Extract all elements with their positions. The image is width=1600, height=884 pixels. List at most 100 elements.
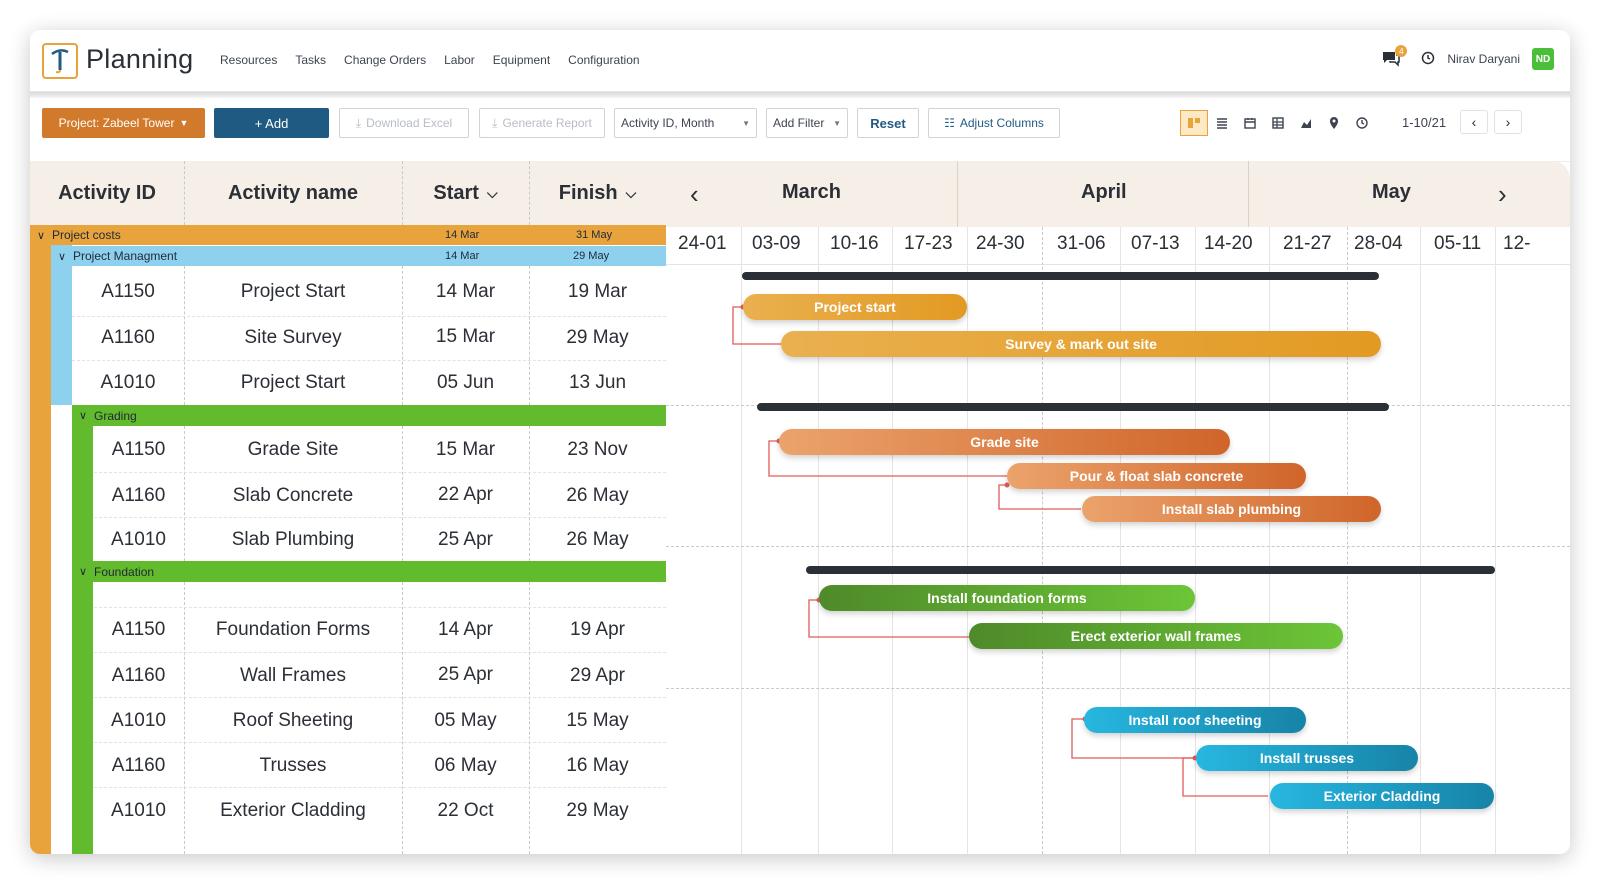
- nav-tasks[interactable]: Tasks: [295, 53, 327, 67]
- group-finish: 29 May: [573, 250, 610, 262]
- app-logo-icon[interactable]: [42, 43, 78, 79]
- column-header-activity-id[interactable]: Activity ID: [30, 161, 184, 225]
- week-label: 24-30: [976, 233, 1025, 254]
- next-page-button[interactable]: ›: [1494, 110, 1522, 134]
- project-select[interactable]: Project: Zabeel Tower ▼: [42, 108, 205, 138]
- week-gridline: [1269, 227, 1270, 854]
- cell-activity-name: Project Start: [240, 372, 346, 393]
- calendar-icon[interactable]: [1236, 110, 1264, 136]
- cell-finish: 23 Nov: [567, 439, 628, 460]
- cell-activity-id: A1160: [111, 665, 166, 686]
- week-gridline: [1195, 227, 1196, 854]
- column-label: Activity ID: [58, 181, 156, 204]
- week-gridline: [741, 227, 742, 854]
- split-view-icon[interactable]: [1180, 110, 1208, 136]
- sliders-icon: ☷: [944, 116, 955, 130]
- download-excel-label: Download Excel: [366, 116, 453, 130]
- summary-bar: [742, 272, 1379, 280]
- group-by-select[interactable]: Activity ID, Month ▼: [614, 108, 757, 138]
- caret-down-icon: ▼: [742, 118, 750, 128]
- cell-finish: 16 May: [566, 755, 629, 776]
- chat-badge: 4: [1395, 45, 1408, 57]
- avatar[interactable]: ND: [1532, 48, 1554, 70]
- chevron-down-icon: ⌵: [625, 184, 637, 201]
- row-divider: [72, 316, 666, 317]
- gantt-bar-install-roof-sheeting[interactable]: Install roof sheeting: [1084, 707, 1306, 733]
- cell-activity-id: A1160: [111, 485, 166, 506]
- column-divider: [184, 161, 185, 225]
- group-label: Grading: [94, 408, 137, 423]
- cell-start: 14 Apr: [438, 619, 493, 640]
- chevron-down-icon[interactable]: ∨: [78, 566, 88, 578]
- group-label: Project Managment: [73, 249, 178, 263]
- column-header-activity-name[interactable]: Activity name: [184, 161, 402, 225]
- week-gridline: [967, 227, 968, 854]
- download-icon: ⤓: [355, 115, 362, 130]
- gantt-bar-erect-exterior-wall-frames[interactable]: Erect exterior wall frames: [969, 623, 1343, 649]
- row-divider: [94, 787, 666, 788]
- cell-activity-name: Project Start: [240, 281, 346, 302]
- cell-finish: 29 May: [566, 327, 629, 348]
- column-header-finish[interactable]: Finish ⌵: [529, 161, 666, 225]
- gantt-bar-project-start[interactable]: Project start: [743, 294, 967, 320]
- month-label: May: [1372, 181, 1411, 203]
- clock-icon[interactable]: [1348, 110, 1376, 136]
- reset-button[interactable]: Reset: [857, 108, 919, 138]
- column-label: Finish: [558, 181, 618, 204]
- group-row-project-management[interactable]: ∨ Project Managment 14 Mar 29 May: [51, 246, 666, 266]
- cell-activity-name: Slab Concrete: [232, 485, 354, 506]
- gantt-bar-exterior-cladding[interactable]: Exterior Cladding: [1270, 783, 1494, 809]
- group-row-project-costs[interactable]: ∨ Project costs 14 Mar 31 May: [30, 225, 666, 245]
- cell-activity-name: Trusses: [259, 755, 327, 776]
- chevron-right-icon[interactable]: ›: [1498, 179, 1507, 209]
- group-start: 14 Mar: [445, 229, 480, 241]
- chart-icon[interactable]: [1292, 110, 1320, 136]
- summary-bar: [757, 403, 1389, 411]
- header-divider: [30, 92, 1570, 98]
- week-label: 10-16: [830, 233, 879, 254]
- gantt-bar-install-slab-plumbing[interactable]: Install slab plumbing: [1082, 496, 1381, 522]
- download-excel-button[interactable]: ⤓ Download Excel: [339, 108, 469, 138]
- nav-change-orders[interactable]: Change Orders: [344, 53, 427, 67]
- planning-app: Planning Resources Tasks Change Orders L…: [30, 30, 1570, 854]
- nav-configuration[interactable]: Configuration: [568, 53, 640, 67]
- group-row-foundation[interactable]: ∨ Foundation: [72, 561, 666, 582]
- gantt-bar-install-trusses[interactable]: Install trusses: [1196, 745, 1418, 771]
- group-row-grading[interactable]: ∨ Grading: [72, 405, 666, 426]
- cell-start: 22 Apr: [438, 484, 493, 505]
- table-icon[interactable]: [1264, 110, 1292, 136]
- cell-activity-id: A1150: [101, 281, 155, 302]
- add-button[interactable]: + Add: [214, 108, 329, 138]
- chat-icon[interactable]: 4: [1381, 45, 1408, 69]
- week-label: 03-09: [752, 233, 801, 254]
- gantt-bar-pour-float-slab-concrete[interactable]: Pour & float slab concrete: [1007, 463, 1306, 489]
- cell-finish: 29 Apr: [570, 665, 625, 686]
- cell-start: 14 Mar: [435, 281, 496, 302]
- nav-labor[interactable]: Labor: [444, 53, 475, 67]
- prev-page-button[interactable]: ‹: [1460, 110, 1488, 134]
- month-divider: [1248, 161, 1249, 227]
- gantt-bar-grade-site[interactable]: Grade site: [779, 429, 1230, 455]
- gantt-bar-install-foundation-forms[interactable]: Install foundation forms: [819, 585, 1195, 611]
- nav-equipment[interactable]: Equipment: [492, 53, 551, 67]
- chevron-left-icon[interactable]: ‹: [690, 179, 699, 209]
- clock-icon[interactable]: [1421, 51, 1435, 68]
- week-gridline: [1420, 227, 1421, 854]
- nav-resources[interactable]: Resources: [220, 53, 278, 67]
- chevron-down-icon[interactable]: ∨: [36, 229, 46, 242]
- add-filter-select[interactable]: Add Filter ▼: [766, 108, 848, 138]
- map-pin-icon[interactable]: [1320, 110, 1348, 136]
- user-name[interactable]: Nirav Daryani: [1447, 52, 1520, 66]
- list-view-icon[interactable]: [1208, 110, 1236, 136]
- group-label: Project costs: [52, 228, 121, 242]
- column-divider: [184, 266, 185, 405]
- adjust-columns-button[interactable]: ☷ Adjust Columns: [928, 108, 1060, 138]
- month-label: April: [1081, 181, 1127, 203]
- column-label: Activity name: [227, 181, 359, 204]
- gantt-bar-survey-mark-out-site[interactable]: Survey & mark out site: [781, 331, 1381, 357]
- column-header-start[interactable]: Start ⌵: [402, 161, 529, 225]
- chevron-down-icon[interactable]: ∨: [78, 410, 88, 422]
- column-divider: [402, 582, 403, 854]
- generate-report-button[interactable]: ⤓ Generate Report: [479, 108, 605, 138]
- chevron-down-icon[interactable]: ∨: [57, 250, 67, 263]
